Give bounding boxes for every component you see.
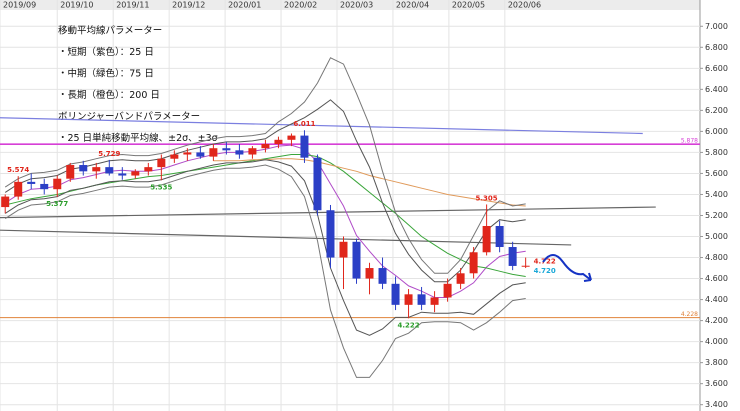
candle-body	[508, 247, 517, 266]
series-line	[4, 57, 526, 274]
x-tick-label: 2019/10	[60, 1, 93, 10]
candle-body	[92, 167, 101, 172]
candle-body	[209, 148, 218, 157]
candle-body	[287, 135, 296, 140]
candle-body	[66, 165, 75, 179]
note: 移動平均線パラメーター	[58, 25, 162, 37]
series-line	[4, 164, 526, 378]
candle-body	[378, 268, 387, 284]
candle-body	[404, 294, 413, 305]
arrow	[542, 254, 592, 282]
y-tick-label: 6.000	[705, 127, 728, 136]
y-tick-label: 6.200	[705, 106, 728, 115]
candle-body	[495, 225, 504, 248]
candle-body	[40, 183, 49, 190]
x-tick-label: 2020/05	[452, 1, 485, 10]
y-tick-label: 4.200	[705, 316, 728, 325]
price-label: 5.574	[7, 166, 29, 174]
y-tick-label: 4.600	[705, 274, 728, 283]
x-tick-label: 2020/01	[228, 1, 261, 10]
candle-body	[14, 181, 23, 197]
candle-body	[339, 241, 348, 258]
candle-body	[118, 173, 127, 176]
candle-body	[235, 150, 244, 155]
candle-body	[521, 265, 530, 267]
candle-body	[391, 283, 400, 305]
y-tick-label: 4.000	[705, 337, 728, 346]
candle-body	[469, 252, 478, 274]
candle-body	[79, 165, 88, 172]
candle-body	[53, 178, 62, 190]
candle-body	[326, 210, 335, 258]
note: ・25 日単純移動平均線、±2σ、±3σ	[58, 132, 218, 144]
candle-body	[196, 152, 205, 157]
note: ・長期（橙色）：200 日	[58, 89, 160, 101]
y-tick-label: 4.400	[705, 295, 728, 304]
candle-body	[300, 135, 309, 158]
candle-body	[157, 158, 166, 168]
price-label: 4.720	[534, 267, 556, 275]
candle-body	[365, 268, 374, 279]
note: ボリンジャーバンドパラメーター	[58, 112, 200, 123]
price-label: 4.222	[397, 321, 419, 329]
line-label: 4.228	[681, 311, 698, 318]
candle-body	[482, 225, 491, 253]
candle-body	[222, 148, 231, 151]
note: ・中期（緑色）：75 日	[58, 68, 154, 80]
y-tick-label: 3.400	[705, 400, 728, 409]
date-strip	[0, 0, 700, 10]
price-label: 5.729	[98, 150, 120, 158]
y-tick-label: 7.000	[705, 22, 728, 31]
x-tick-label: 2020/06	[508, 1, 541, 10]
candle-body	[430, 297, 439, 305]
trend-line	[0, 117, 643, 135]
series-line	[4, 99, 526, 283]
y-tick-label: 6.400	[705, 85, 728, 94]
candle-body	[417, 294, 426, 305]
candle-body	[144, 167, 153, 172]
candle-body	[456, 273, 465, 284]
price-label: 5.535	[150, 183, 172, 191]
candle-body	[105, 167, 114, 174]
y-tick-label: 5.600	[705, 169, 728, 178]
x-tick-label: 2019/11	[116, 1, 149, 10]
price-label: 5.305	[476, 194, 498, 202]
line-label: 5.878	[681, 138, 698, 145]
y-tick-label: 3.800	[705, 358, 728, 367]
note: ・短期（紫色）：25 日	[58, 46, 154, 58]
x-tick-label: 2020/04	[396, 1, 429, 10]
y-tick-label: 6.800	[705, 43, 728, 52]
series-line	[4, 159, 526, 336]
y-tick-label: 6.600	[705, 64, 728, 73]
candle-body	[1, 196, 10, 208]
x-tick-label: 2020/03	[340, 1, 373, 10]
candle-body	[183, 152, 192, 155]
y-tick-label: 5.000	[705, 232, 728, 241]
x-tick-label: 2019/09	[3, 1, 36, 10]
y-tick-label: 4.800	[705, 253, 728, 262]
y-tick-label: 5.200	[705, 211, 728, 220]
candle-body	[274, 139, 283, 145]
y-tick-label: 3.600	[705, 379, 728, 388]
x-tick-label: 2019/12	[172, 1, 205, 10]
trend-line	[0, 229, 572, 246]
candle-body	[443, 283, 452, 298]
y-tick-label: 5.400	[705, 190, 728, 199]
candle-body	[261, 144, 270, 149]
candle-body	[131, 171, 140, 176]
price-label: 4.722	[534, 258, 556, 266]
price-label: 5.377	[46, 200, 68, 208]
candle-body	[248, 148, 257, 155]
candle-body	[27, 181, 36, 184]
price-label: 6.011	[293, 120, 315, 128]
candle-body	[170, 154, 179, 159]
y-tick-label: 5.800	[705, 148, 728, 157]
candle-body	[352, 241, 361, 279]
x-tick-label: 2020/02	[284, 1, 317, 10]
candle-body	[313, 157, 322, 211]
